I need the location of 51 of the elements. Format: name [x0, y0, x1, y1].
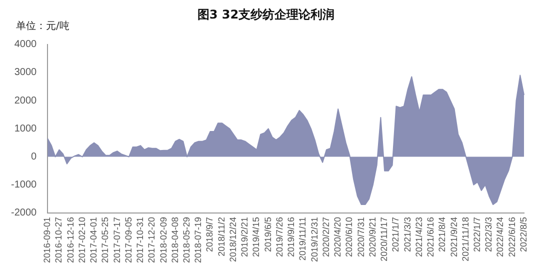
x-tick-label: 2017-12-20 [146, 216, 157, 264]
x-tick-label: 2016-10-27 [54, 216, 64, 264]
x-tick-label: 2021/6/16 [426, 216, 436, 258]
x-tick-label: 2016-09-01 [42, 216, 52, 264]
x-tick-label: 2018/11/2 [216, 216, 226, 256]
y-axis-title: 单位：元/吨 [16, 20, 70, 33]
x-tick-label: 2018-07-19 [193, 216, 204, 264]
x-tick-label: 2016-12-16 [65, 216, 76, 264]
x-tick-label: 2021/4/23 [414, 216, 424, 258]
x-tick-label: 2019/7/26 [274, 216, 284, 258]
x-tick-label: 2019/12/31 [309, 216, 320, 262]
x-tick-label: 2020/6/10 [344, 216, 354, 258]
x-tick-label: 2021/3/3 [402, 216, 412, 252]
y-tick-label: 4000 [14, 39, 38, 50]
x-tick-label: 2017-07-17 [112, 216, 122, 264]
x-tick-label: 2019/6/5 [262, 216, 273, 252]
x-tick-label: 2020/11/17 [379, 216, 390, 262]
x-tick-label: 2019/9/16 [286, 216, 296, 258]
x-tick-label: 2017-05-25 [100, 216, 110, 264]
x-tick-label: 2017-09-05 [123, 216, 134, 264]
y-tick-label: 1000 [14, 123, 38, 134]
x-tick-label: 2018-04-08 [170, 216, 180, 264]
x-tick-label: 2020/9/21 [367, 216, 378, 258]
x-tick-label: 2019/11/11 [298, 216, 308, 261]
x-tick-label: 2020/7/31 [356, 216, 366, 258]
y-tick-label: 2000 [14, 95, 38, 106]
x-tick-label: 2017-02-10 [76, 216, 87, 264]
x-tick-label: 2018/12/24 [228, 216, 238, 262]
chart-title: 图3 32支纱纺企理论利润 [197, 7, 335, 22]
x-tick-label: 2022/1/7 [472, 216, 482, 252]
x-tick-label: 2020/2/27 [320, 216, 331, 258]
x-tick-label: 2018-05-29 [182, 216, 192, 264]
y-tick-label: -2000 [11, 208, 38, 219]
x-tick-label: 2019/4/15 [251, 216, 262, 258]
x-tick-label: 2017-04-01 [88, 216, 99, 264]
y-tick-label: 3000 [14, 67, 38, 78]
x-tick-label: 2018-02-09 [158, 216, 168, 264]
x-tick-label: 2019/2/21 [240, 216, 250, 258]
x-tick-label: 2022/6/16 [506, 216, 517, 258]
x-tick-label: 2021/8/4 [437, 216, 448, 252]
x-tick-label: 2022/8/5 [518, 216, 528, 252]
x-tick-label: 2021/11/18 [460, 216, 470, 262]
x-tick-label: 2021/9/24 [448, 216, 459, 258]
y-tick-label: -1000 [11, 180, 38, 191]
y-tick-label: 0 [31, 152, 38, 163]
x-tick-label: 2017-10-31 [135, 216, 146, 264]
x-tick-label: 2018/9/7 [204, 216, 215, 252]
x-tick-label: 2022/4/24 [495, 216, 506, 258]
x-tick-label: 2020/4/20 [332, 216, 343, 258]
x-tick-label: 2022/3/3 [484, 216, 494, 252]
x-tick-label: 2021/1/7 [390, 216, 401, 252]
